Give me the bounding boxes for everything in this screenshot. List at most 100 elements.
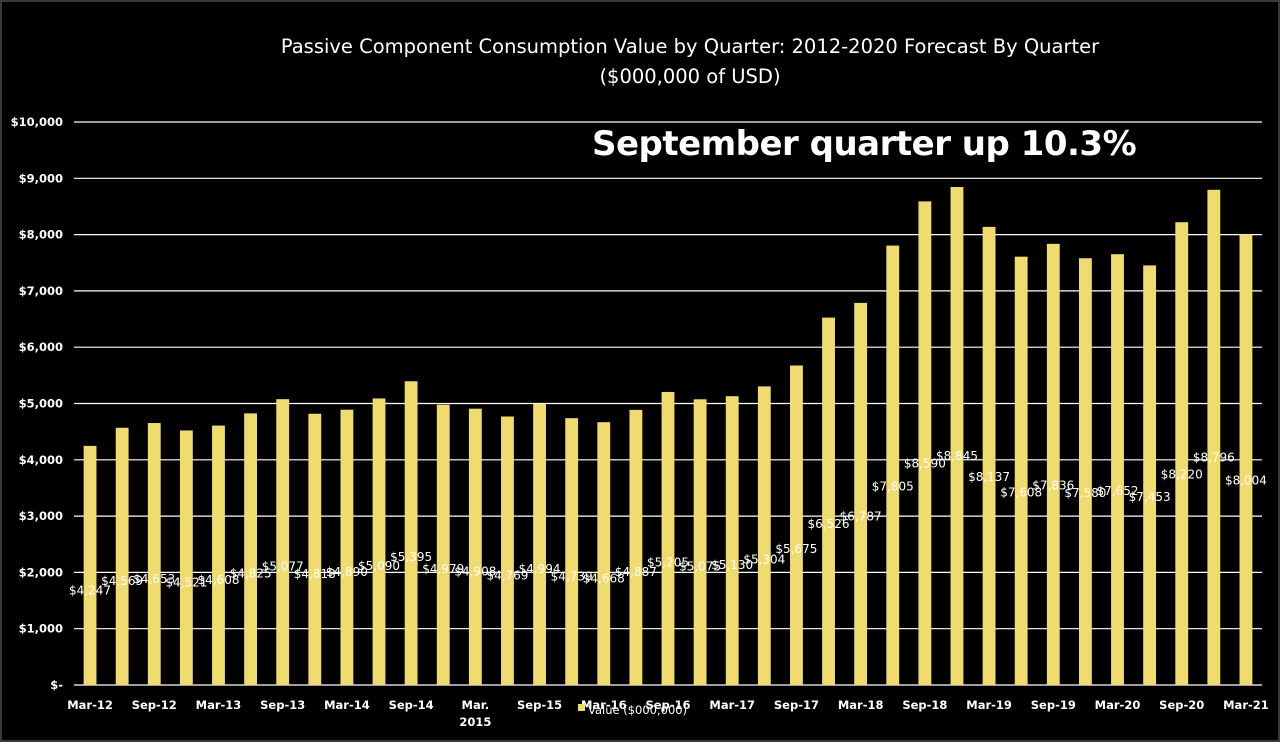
data-label: $7,580 (1064, 486, 1106, 500)
legend-swatch (578, 704, 585, 711)
x-tick-label: Sep-13 (260, 698, 305, 712)
data-label: $6,526 (808, 517, 850, 531)
bar (757, 386, 771, 685)
data-label: $4,653 (133, 572, 175, 586)
bar (372, 398, 386, 685)
data-label: $4,247 (69, 584, 111, 598)
bar (436, 404, 450, 685)
data-label: $4,769 (486, 568, 528, 582)
y-tick-label: $8,000 (19, 228, 63, 242)
data-label: $8,590 (904, 457, 946, 471)
bar (1014, 256, 1028, 685)
x-tick-label: Sep-18 (902, 698, 947, 712)
bar (854, 302, 868, 685)
bar (1143, 265, 1157, 685)
data-label: $4,739 (551, 569, 593, 583)
data-label: $8,137 (968, 470, 1010, 484)
y-tick-label: $2,000 (19, 565, 63, 579)
x-tick-label: Mar-14 (324, 698, 370, 712)
data-label: $4,908 (454, 564, 496, 578)
chart-subtitle: ($000,000 of USD) (599, 65, 781, 88)
bar (1239, 234, 1253, 685)
x-tick-label: Mar-21 (1223, 698, 1269, 712)
data-label: $5,205 (647, 556, 689, 570)
bar (725, 396, 739, 685)
x-tick-label: Mar. 2015 (459, 698, 491, 729)
data-label: $5,675 (775, 542, 817, 556)
bar (886, 245, 900, 686)
x-tick-label: Sep-15 (517, 698, 562, 712)
x-tick-label: Mar-16 (581, 698, 627, 712)
data-label: $4,979 (422, 562, 464, 576)
data-label: $8,796 (1193, 450, 1235, 464)
bar (597, 422, 611, 685)
bar (308, 413, 322, 685)
data-label: $7,453 (1129, 490, 1171, 504)
x-tick-label: Sep-14 (389, 698, 434, 712)
data-label: $5,077 (262, 559, 304, 573)
x-tick-label: Mar-17 (709, 698, 755, 712)
bar (918, 201, 932, 685)
bar (1078, 258, 1092, 685)
bar (276, 399, 290, 685)
data-label: $8,004 (1225, 474, 1267, 488)
data-label: $7,836 (1032, 479, 1074, 493)
data-label: $5,304 (743, 553, 785, 567)
data-label: $4,569 (101, 574, 143, 588)
x-axis-tick-labels: Mar-12 Sep-12 Mar-13 Sep-13 Mar-14 Sep-14 Mar.… (67, 698, 1269, 729)
bar (244, 413, 258, 685)
bar (340, 409, 354, 685)
bar (822, 317, 835, 685)
x-tick-label: Mar-19 (966, 698, 1012, 712)
x-tick-label: Sep-17 (774, 698, 819, 712)
data-label: $5,395 (390, 550, 432, 564)
chart-title: Passive Component Consumption Value by Q… (280, 35, 1100, 58)
y-tick-label: $9,000 (19, 171, 63, 185)
callout-annotation: September quarter up 10.3% (592, 124, 1137, 164)
y-tick-label: $6,000 (19, 340, 63, 354)
data-labels: $4,247$4,569$4,653$4,521$4,608$4,825$5,0… (69, 449, 1267, 598)
bar-series (83, 187, 1253, 686)
bar (1207, 189, 1221, 685)
x-tick-label: Mar-12 (67, 698, 113, 712)
bar (982, 226, 996, 685)
legend-label: Value ($000,000) (588, 703, 687, 717)
bar (565, 418, 579, 685)
bar (693, 399, 707, 685)
x-tick-label: Sep-12 (132, 698, 177, 712)
bar (629, 409, 643, 685)
x-tick-label: Mar-18 (838, 698, 884, 712)
y-axis-tick-labels: $- $1,000 $2,000 $3,000 $4,000 $5,000 $6,000 $7… (11, 115, 64, 692)
legend: Value ($000,000) (578, 703, 687, 717)
y-tick-label: $- (50, 678, 63, 692)
data-label: $4,521 (165, 576, 207, 590)
bar (115, 427, 129, 685)
chart-title-block: Passive Component Consumption Value by Q… (190, 32, 1190, 92)
bar (1175, 222, 1189, 686)
bar (790, 365, 803, 685)
bar (147, 423, 161, 685)
data-label: $5,075 (679, 559, 721, 573)
data-label: $8,220 (1161, 467, 1203, 481)
bar (1111, 254, 1124, 686)
data-label: $5,130 (711, 558, 753, 572)
bar (501, 416, 514, 685)
x-tick-label: Mar-20 (1095, 698, 1141, 712)
bar (468, 408, 482, 685)
data-label: $4,608 (197, 573, 239, 587)
data-label: $4,994 (519, 562, 561, 576)
y-tick-label: $4,000 (19, 453, 63, 467)
data-label: $7,608 (1000, 485, 1042, 499)
x-tick-label: Mar-13 (196, 698, 242, 712)
y-tick-label: $7,000 (19, 284, 63, 298)
x-tick-label: Sep-20 (1159, 698, 1204, 712)
data-label: $7,805 (872, 480, 914, 494)
data-label: $6,787 (840, 509, 882, 523)
bar (533, 403, 546, 685)
data-label: $4,890 (326, 565, 368, 579)
x-tick-label: Sep-16 (645, 698, 690, 712)
y-tick-label: $10,000 (11, 115, 63, 129)
data-label: $4,887 (615, 565, 657, 579)
bar (404, 381, 418, 685)
